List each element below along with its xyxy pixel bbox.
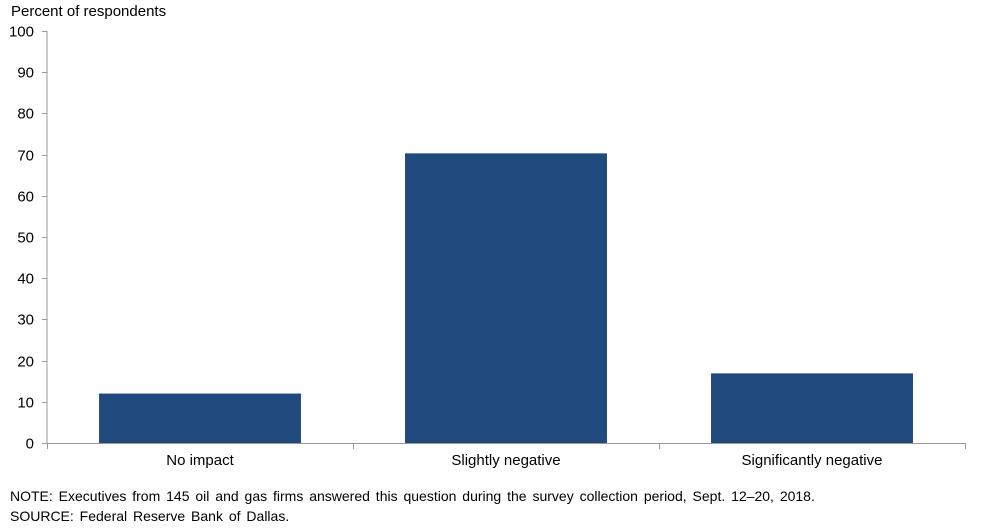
chart-plot: 0 10 20 30 40 50 60 70 80 90 100 No impact Slightly …: [9, 24, 966, 469]
y-tick-label: 20: [17, 354, 34, 371]
bar: [405, 153, 607, 443]
footnote-note: NOTE: Executives from 145 oil and gas fi…: [10, 488, 815, 504]
y-tick-label: 50: [17, 230, 34, 247]
y-tick-label: 0: [26, 436, 34, 453]
footnote-source: SOURCE: Federal Reserve Bank of Dallas.: [10, 508, 290, 524]
y-tick-label: 80: [17, 106, 34, 123]
y-tick-label: 60: [17, 189, 34, 206]
y-tick-label: 70: [17, 148, 34, 165]
x-tick-label: Significantly negative: [742, 452, 883, 469]
x-tick-label: No impact: [166, 452, 234, 469]
y-tick-label: 100: [9, 24, 34, 41]
y-tick-label: 90: [17, 65, 34, 82]
bar: [99, 393, 301, 443]
bar: [711, 373, 913, 443]
y-tick-label: 10: [17, 395, 34, 412]
y-tick-label: 30: [17, 312, 34, 329]
x-tick-label: Slightly negative: [451, 452, 560, 469]
y-tick-label: 40: [17, 271, 34, 288]
y-axis-label: Percent of respondents: [11, 3, 167, 20]
